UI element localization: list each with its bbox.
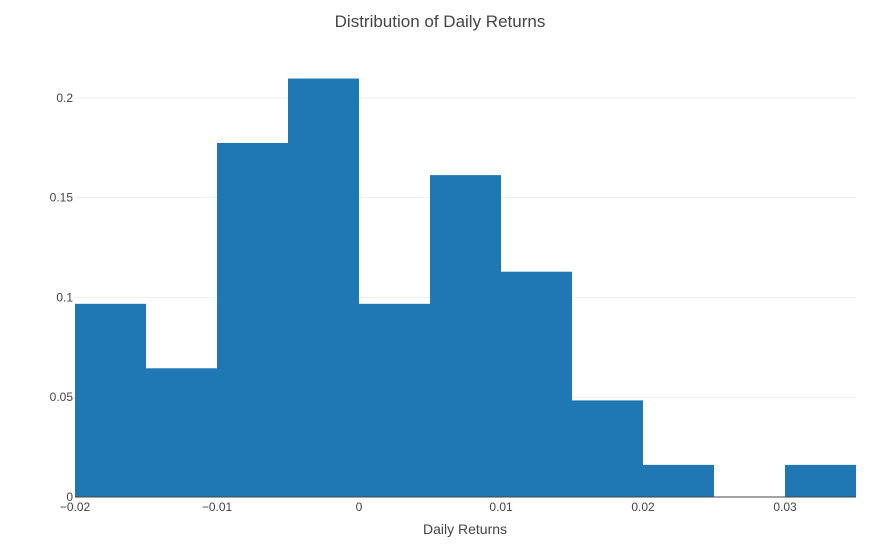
x-axis-ticks: −0.02 −0.01 0 0.01 0.02 0.03: [60, 500, 797, 514]
y-tick-label: 0.1: [56, 290, 73, 304]
histogram-bars: [75, 78, 856, 498]
x-tick-label: 0.02: [631, 500, 655, 514]
x-tick-label: 0.01: [489, 500, 513, 514]
histogram-bar: [643, 464, 714, 497]
histogram-bar: [146, 368, 217, 497]
y-axis-ticks: 0 0.05 0.1 0.15 0.2: [50, 91, 74, 504]
x-tick-label: 0: [356, 500, 363, 514]
histogram-bar: [75, 303, 146, 497]
histogram-bar: [359, 303, 430, 497]
histogram-bar: [288, 78, 359, 498]
y-tick-label: 0.2: [56, 91, 73, 105]
histogram-bar: [785, 464, 856, 497]
x-axis-title: Daily Returns: [423, 521, 507, 537]
y-tick-label: 0: [66, 490, 73, 504]
y-tick-label: 0.15: [50, 191, 74, 205]
y-tick-label: 0.05: [50, 390, 74, 404]
chart-title: Distribution of Daily Returns: [335, 12, 546, 31]
x-tick-label: −0.01: [202, 500, 233, 514]
histogram-bar: [217, 142, 288, 497]
x-tick-label: −0.02: [60, 500, 91, 514]
histogram-bar: [430, 175, 501, 497]
histogram-bar: [572, 400, 643, 497]
x-tick-label: 0.03: [773, 500, 797, 514]
histogram-bar: [501, 271, 572, 497]
